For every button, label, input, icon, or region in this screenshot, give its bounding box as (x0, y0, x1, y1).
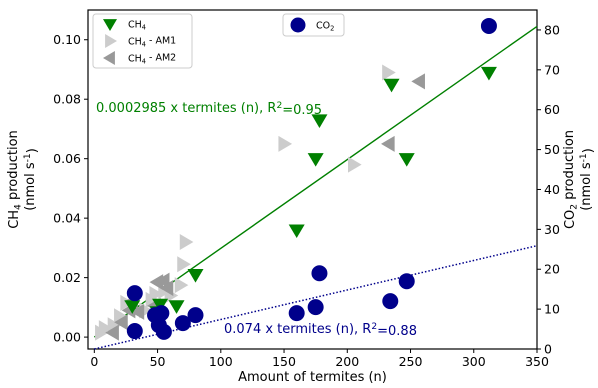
y-right-axis-title: CO2 production (nmol s-1) (562, 130, 596, 229)
ch4-am2-point (105, 324, 119, 341)
co2-fit-equation: 0.074 x termites (n), R2=0.88 (224, 322, 417, 339)
y-right-tick-label: 0 (544, 342, 552, 357)
co2-point (288, 305, 305, 322)
ch4-am2-point (114, 314, 128, 331)
legend-box-left (92, 13, 193, 69)
y-right-tick-label: 60 (544, 102, 560, 117)
x-tick-label: 150 (272, 354, 296, 369)
y-right-tick-label: 30 (544, 222, 560, 237)
legend-marker (103, 19, 117, 31)
plot-frame (87, 9, 538, 350)
co2-point (382, 293, 399, 310)
co2-point (311, 265, 328, 282)
ch4-point (311, 114, 328, 129)
x-tick-label: 50 (150, 354, 166, 369)
co2-point (480, 17, 497, 34)
ch4-fit-equation: 0.0002985 x termites (n), R2=0.95 (96, 101, 322, 118)
x-tick-label: 100 (209, 354, 233, 369)
y-left-tick-label: 0.08 (53, 92, 81, 107)
ch4-point (307, 153, 324, 167)
co2-point (155, 323, 172, 340)
legends-layer: CH4 CH4 - AM1 CH4 - AM2 CO2 (92, 13, 345, 69)
legend-label: CO2 (316, 21, 334, 33)
legend-marker (105, 34, 117, 48)
co2-point (126, 285, 143, 302)
y-left-axis-title: CH4 production (nmol s-1) (6, 130, 40, 229)
ch4-point (187, 269, 204, 283)
annotations-layer: 0.0002985 x termites (n), R2=0.95 0.074 x… (96, 101, 417, 339)
co2-fit-line (94, 244, 538, 350)
legend-label: CH4 (128, 20, 146, 32)
ch4-am1-point (348, 156, 362, 173)
y-left-tick-label: 0.10 (53, 32, 81, 47)
co2-point (153, 305, 170, 322)
legend-marker (290, 17, 306, 33)
x-tick-label: 0 (90, 354, 98, 369)
y-right-tick-label: 10 (544, 302, 560, 317)
ch4-point (480, 66, 497, 81)
x-tick-label: 250 (399, 354, 423, 369)
y-right-tick-label: 80 (544, 22, 560, 37)
ch4-am2-point (381, 135, 395, 152)
x-tick-label: 200 (335, 354, 359, 369)
ch4-am1-point (278, 135, 293, 152)
y-right-tick-label: 70 (544, 62, 560, 77)
y-right-tick-label: 40 (544, 182, 560, 197)
y-right-tick-label: 50 (544, 142, 560, 157)
ch4-am1-point (98, 320, 113, 337)
ch4-am2-point (149, 274, 164, 291)
co2-point (174, 315, 191, 332)
ch4-am1-point (107, 317, 122, 334)
points-layer (95, 17, 497, 341)
co2-point (307, 299, 324, 316)
axis-labels-layer: Amount of termites (n) CH4 production (nmo… (6, 130, 596, 385)
x-tick-label: 350 (525, 354, 549, 369)
ch4-am2-point (130, 303, 145, 320)
x-axis-title: Amount of termites (n) (238, 370, 387, 385)
ch4-am1-point (149, 285, 164, 302)
legend-marker (103, 51, 115, 65)
ch4-point (383, 78, 400, 93)
co2-point (126, 323, 143, 340)
ch4-am1-point (177, 256, 191, 273)
ch4-point (398, 153, 415, 167)
ch4-am2-point (159, 280, 174, 297)
ch4-am1-point (174, 277, 189, 294)
ch4-am2-point (411, 73, 425, 90)
ch4-point (168, 300, 185, 314)
x-tick-label: 300 (462, 354, 486, 369)
ch4-point (124, 300, 141, 314)
y-left-tick-label: 0.06 (53, 151, 81, 166)
co2-point (187, 307, 204, 324)
ch4-am1-point (382, 64, 396, 81)
ch4-am1-point (114, 308, 128, 325)
ch4-am1-point (179, 233, 194, 250)
co2-point (398, 273, 415, 290)
y-left-tick-label: 0.00 (53, 330, 81, 345)
ch4-point (288, 224, 305, 239)
legend-label: CH4 - AM1 (128, 36, 176, 49)
y-left-tick-label: 0.04 (53, 211, 81, 226)
legend-label: CH4 - AM2 (128, 53, 176, 66)
y-left-tick-label: 0.02 (53, 270, 81, 285)
y-right-tick-label: 20 (544, 262, 560, 277)
axes-layer: 0 50 100 150 200 250 300 3500.000.020.040.060.0… (53, 9, 560, 369)
